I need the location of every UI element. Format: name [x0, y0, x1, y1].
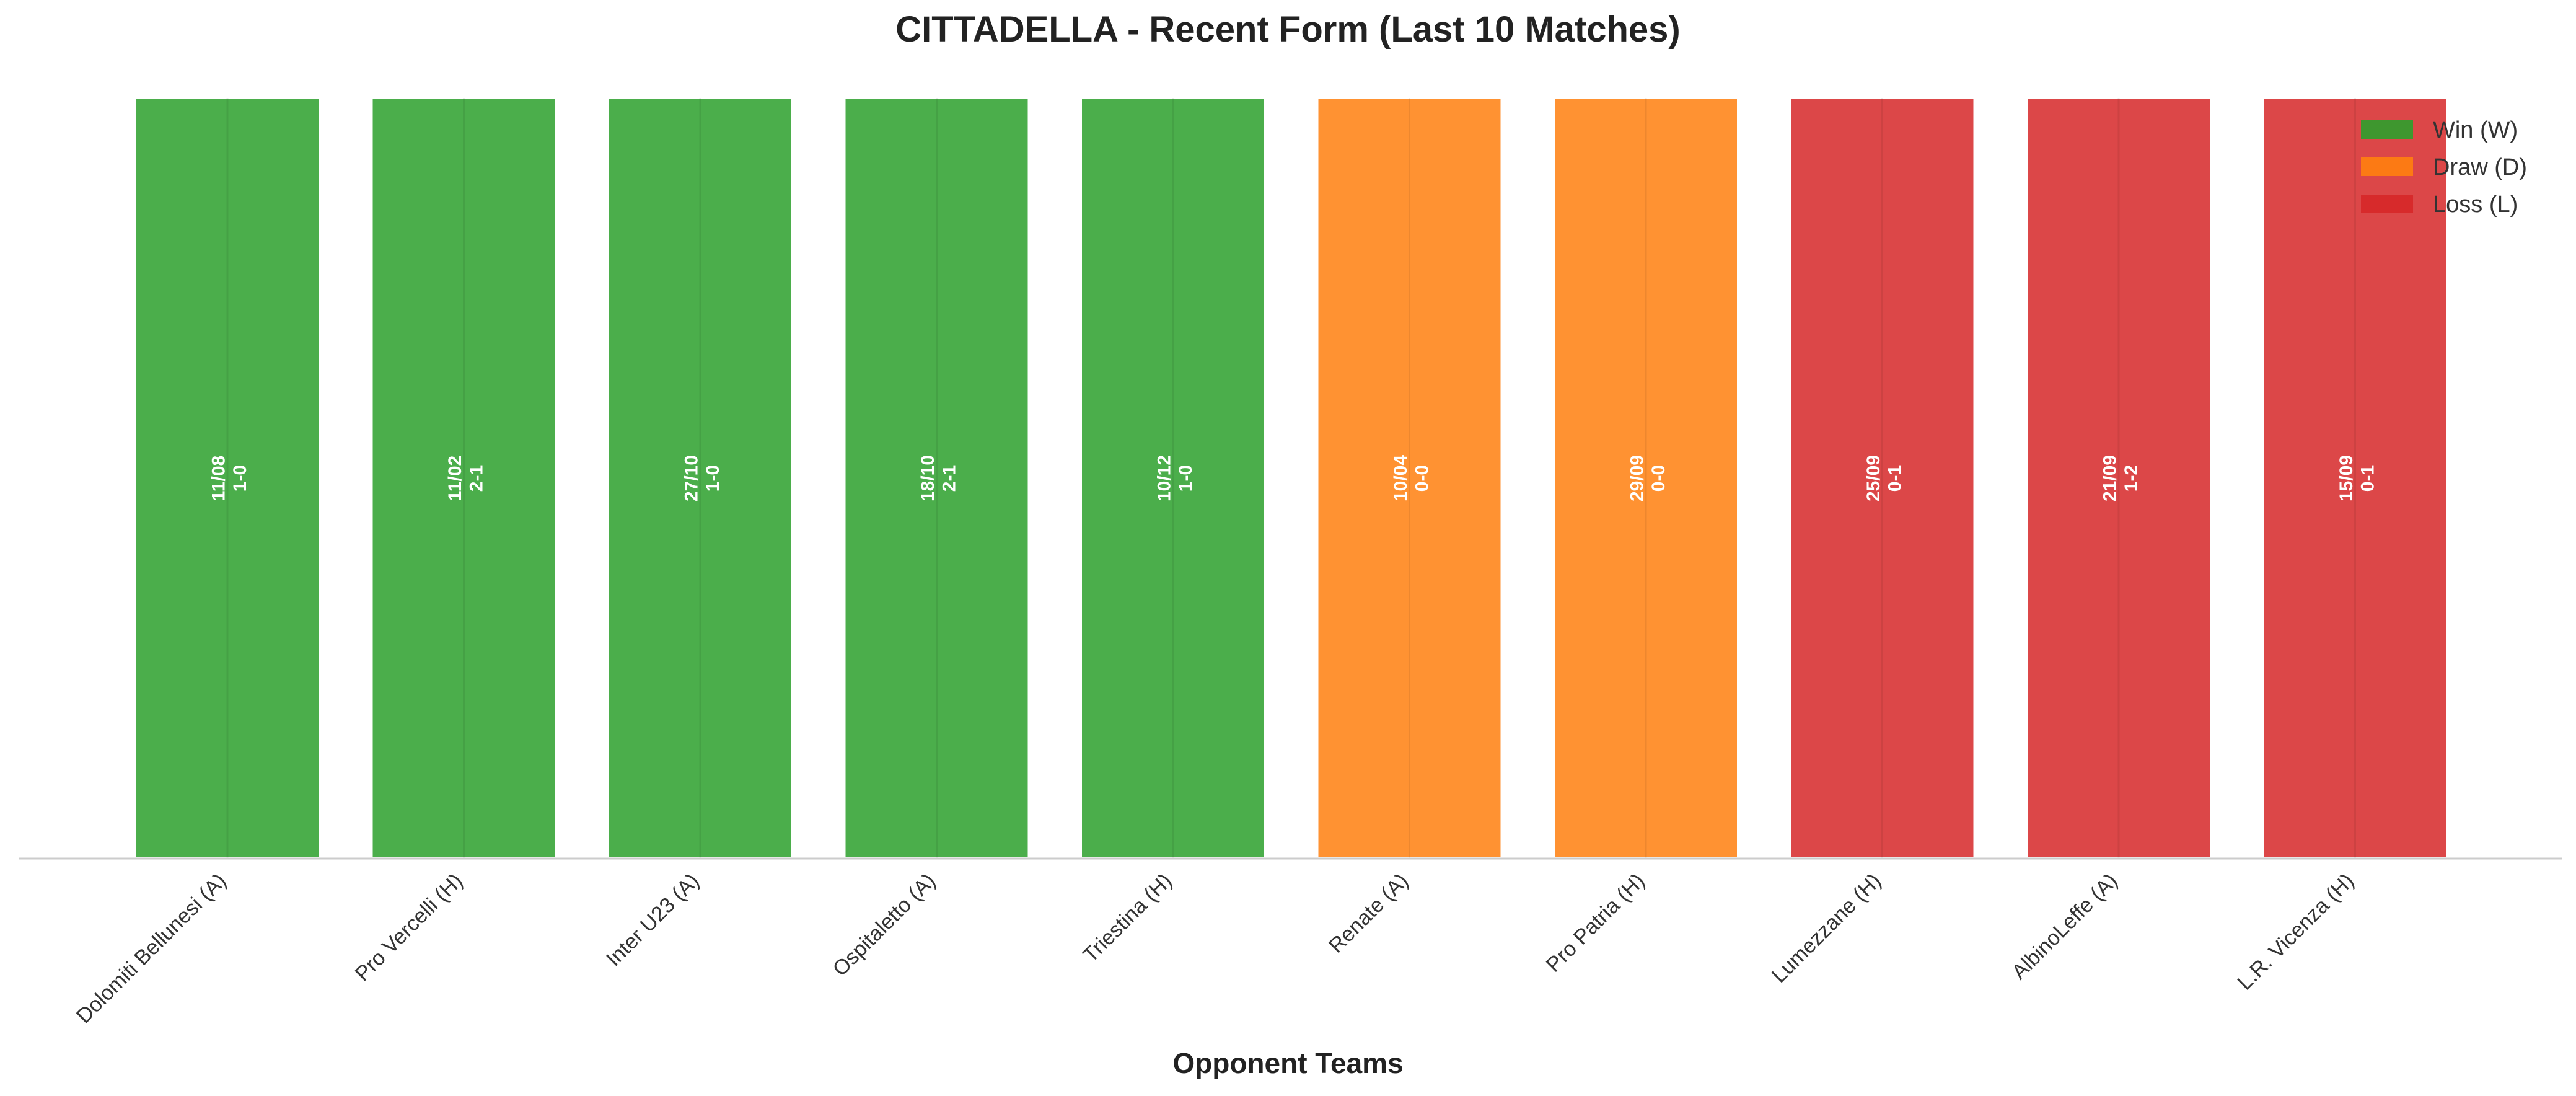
- legend-label: Win (W): [2433, 117, 2518, 143]
- bar-data-label: 10/121-0: [1154, 455, 1197, 502]
- bar-score-label: 1-0: [230, 465, 250, 492]
- legend-swatch: [2361, 195, 2413, 213]
- bar-date-label: 25/09: [1863, 455, 1884, 502]
- bar-date-label: 10/12: [1154, 455, 1175, 502]
- bar: [843, 97, 1031, 860]
- bar: [2261, 97, 2449, 860]
- bar-data-label: 15/090-1: [2336, 455, 2378, 502]
- bar-data-label: 11/081-0: [209, 456, 251, 501]
- legend-label: Loss (L): [2433, 192, 2518, 218]
- x-tick-label: AlbinoLeffe (A): [2007, 869, 2122, 984]
- bar-data-label: 18/102-1: [918, 455, 960, 502]
- x-tick-label: Pro Vercelli (H): [351, 869, 468, 986]
- bar-date-label: 18/10: [918, 455, 938, 502]
- x-tick-label: Inter U23 (A): [602, 869, 703, 971]
- x-tick-label: Lumezzane (H): [1767, 869, 1886, 988]
- x-tick-label: Renate (A): [1324, 869, 1413, 958]
- bar-date-label: 27/10: [682, 455, 702, 502]
- bar-date-label: 10/04: [1391, 455, 1411, 502]
- bar-data-label: 10/040-0: [1391, 455, 1433, 502]
- bar-score-label: 2-1: [467, 465, 487, 492]
- bar-data-label: 25/090-1: [1863, 455, 1906, 502]
- bar: [1316, 97, 1503, 860]
- bar-data-label: 27/101-0: [682, 455, 724, 502]
- bar-score-label: 0-1: [1885, 465, 1906, 492]
- x-tick-label: L.R. Vicenza (H): [2233, 869, 2358, 995]
- legend-swatch: [2361, 120, 2413, 139]
- x-tick-label: Triestina (H): [1078, 869, 1176, 967]
- bar-score-label: 1-0: [703, 465, 723, 492]
- bar: [1552, 97, 1739, 860]
- bar-score-label: 0-1: [2358, 465, 2378, 492]
- bar: [370, 97, 558, 860]
- bar-date-label: 29/09: [1627, 455, 1648, 502]
- bar: [2025, 97, 2212, 860]
- legend-label: Draw (D): [2433, 154, 2527, 180]
- bar-score-label: 2-1: [939, 465, 960, 492]
- bar-score-label: 0-0: [1648, 465, 1669, 492]
- legend-swatch: [2361, 157, 2413, 176]
- bar-data-label: 29/090-0: [1627, 455, 1669, 502]
- bar-date-label: 21/09: [2100, 455, 2121, 502]
- bar-date-label: 15/09: [2336, 455, 2357, 502]
- bar: [607, 97, 794, 860]
- bar-score-label: 1-0: [1176, 465, 1196, 492]
- bar: [1079, 97, 1267, 860]
- bar-score-label: 1-2: [2121, 465, 2142, 492]
- bar-date-label: 11/08: [209, 456, 229, 501]
- chart-title: CITTADELLA - Recent Form (Last 10 Matche…: [895, 9, 1681, 50]
- bar-date-label: 11/02: [445, 456, 465, 501]
- x-tick-label: Ospitaletto (A): [829, 869, 941, 981]
- bar: [134, 97, 321, 860]
- bar-data-label: 11/022-1: [445, 456, 487, 501]
- bar-score-label: 0-0: [1412, 465, 1433, 492]
- x-tick-label: Pro Patria (H): [1542, 869, 1650, 977]
- bar-data-label: 21/091-2: [2100, 455, 2142, 502]
- x-tick-label: Dolomiti Bellunesi (A): [72, 869, 231, 1028]
- x-axis-label: Opponent Teams: [1172, 1047, 1404, 1079]
- bar: [1788, 97, 1976, 860]
